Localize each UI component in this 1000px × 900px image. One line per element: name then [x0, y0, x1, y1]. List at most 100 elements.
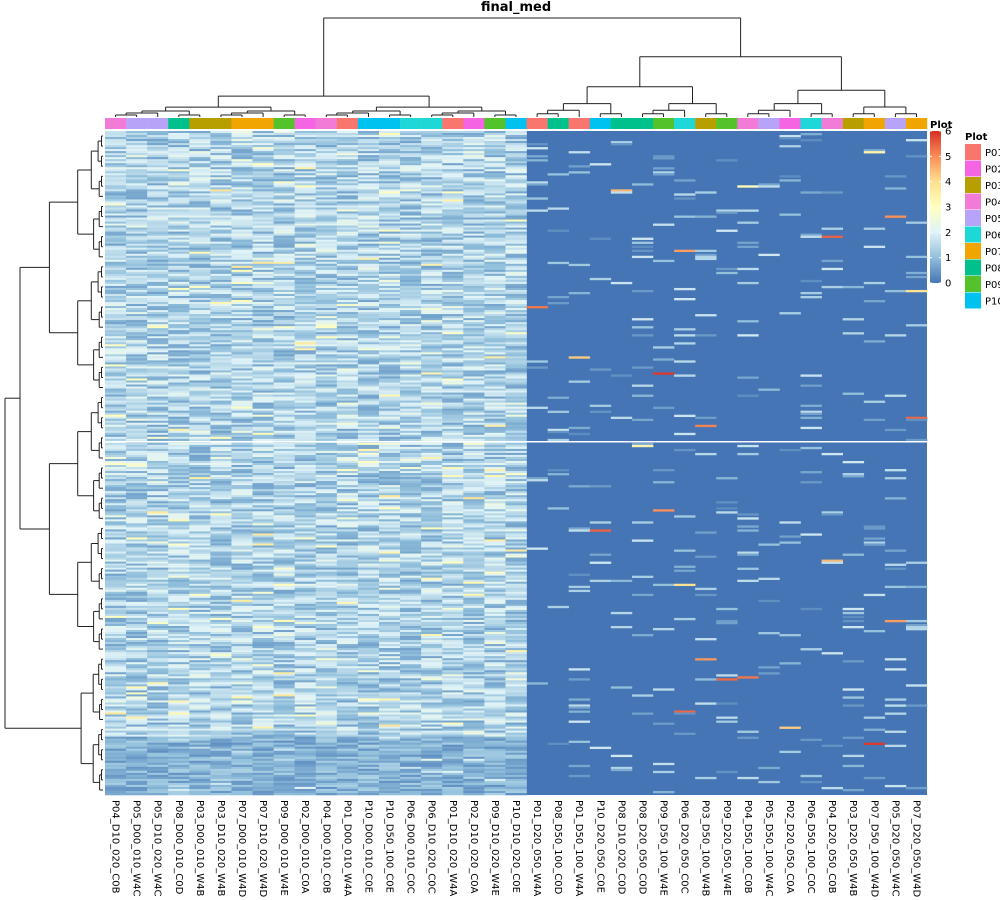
heatmap-cell — [105, 517, 127, 520]
heatmap-cell — [210, 684, 232, 687]
heatmap-cell — [294, 603, 317, 607]
heatmap-cell — [252, 734, 274, 737]
heatmap-cell — [357, 668, 380, 671]
heatmap-cell — [294, 394, 317, 397]
heatmap-cell — [357, 479, 380, 482]
heatmap-cell — [189, 223, 211, 226]
heatmap-cell — [189, 513, 211, 516]
heatmap-cell — [147, 348, 169, 351]
heatmap-cell — [168, 732, 190, 735]
heatmap-cell — [210, 406, 232, 409]
heatmap-cell — [210, 619, 232, 623]
heatmap-cell — [105, 157, 127, 160]
heatmap-cell — [357, 740, 380, 743]
heatmap-cell — [105, 438, 127, 442]
heatmap-cell — [210, 621, 232, 625]
heatmap-cell — [294, 181, 317, 184]
heatmap-cell — [126, 251, 148, 255]
heatmap-cell — [126, 575, 148, 578]
heatmap-cell — [379, 790, 401, 794]
heatmap-cell — [210, 722, 232, 725]
heatmap-cell — [400, 165, 422, 168]
heatmap-cell — [357, 557, 380, 560]
heatmap-cell — [189, 145, 211, 148]
heatmap-cell — [105, 430, 127, 434]
heatmap-cell — [210, 636, 232, 639]
heatmap-cell — [126, 243, 148, 246]
heatmap-cell — [231, 676, 253, 679]
heatmap-cell — [147, 235, 169, 238]
heatmap-cell — [231, 394, 253, 397]
heatmap-cell — [105, 593, 127, 597]
heatmap-cell — [168, 348, 190, 351]
heatmap-cell — [336, 205, 359, 208]
heatmap-cell — [357, 289, 380, 293]
heatmap-cell — [315, 619, 338, 623]
annotation-cell — [315, 118, 338, 129]
heatmap-cell — [252, 599, 274, 603]
heatmap-cell — [126, 169, 148, 172]
heatmap-cell — [357, 261, 380, 265]
heatmap-cell — [231, 189, 253, 192]
heatmap-cell — [252, 529, 274, 532]
heatmap-cell — [210, 642, 232, 645]
heatmap-cell — [147, 314, 169, 317]
heatmap-cell — [126, 295, 148, 299]
heatmap-cell — [273, 304, 295, 307]
heatmap-cell — [126, 700, 148, 703]
heatmap-cell — [273, 644, 295, 647]
heatmap-cell — [273, 748, 295, 752]
heatmap-cell — [315, 551, 338, 554]
heatmap-cell — [336, 310, 359, 313]
heatmap-cell — [210, 304, 232, 307]
heatmap-cell — [336, 666, 359, 669]
heatmap-cell — [357, 473, 380, 476]
heatmap-cell — [147, 151, 169, 154]
heatmap-cell — [105, 625, 127, 629]
heatmap-cell — [252, 394, 274, 397]
heatmap-cell — [189, 738, 211, 741]
heatmap-cell — [147, 654, 169, 657]
heatmap-cell — [231, 261, 253, 265]
heatmap-cell — [231, 762, 253, 766]
heatmap-cell — [189, 370, 211, 373]
heatmap-cell — [400, 159, 422, 162]
heatmap-cell — [357, 434, 380, 438]
heatmap-cell — [294, 513, 317, 516]
heatmap-cell — [379, 328, 401, 331]
heatmap-cell — [147, 517, 169, 520]
heatmap-cell — [336, 402, 359, 405]
heatmap-cell — [231, 611, 253, 615]
heatmap-cell — [105, 382, 127, 385]
heatmap-cell — [252, 372, 274, 375]
heatmap-cell — [210, 137, 232, 140]
heatmap-cell — [273, 617, 295, 621]
heatmap-cell — [336, 404, 359, 407]
heatmap-cell — [231, 627, 253, 631]
heatmap-cell — [231, 479, 253, 482]
heatmap-cell — [357, 670, 380, 673]
heatmap-cell — [336, 304, 359, 307]
heatmap-cell — [189, 340, 211, 343]
heatmap-cell — [168, 617, 190, 621]
heatmap-cell — [336, 336, 359, 339]
heatmap-cell — [294, 173, 317, 176]
heatmap-cell — [105, 778, 127, 782]
heatmap-cell — [126, 245, 148, 248]
heatmap-cell — [210, 454, 232, 458]
heatmap-cell — [294, 710, 317, 713]
heatmap-cell — [273, 469, 295, 472]
heatmap-cell — [379, 155, 401, 158]
heatmap-cell — [273, 189, 295, 192]
heatmap-cell — [357, 177, 380, 180]
heatmap-cell — [189, 483, 211, 486]
heatmap-cell — [379, 654, 401, 657]
heatmap-cell — [189, 696, 211, 699]
heatmap-cell — [357, 249, 380, 253]
heatmap-cell — [336, 477, 359, 480]
heatmap-cell — [105, 567, 127, 570]
heatmap-cell — [189, 368, 211, 371]
heatmap-cell — [126, 467, 148, 470]
heatmap-cell — [273, 640, 295, 643]
heatmap-cell — [210, 450, 232, 454]
